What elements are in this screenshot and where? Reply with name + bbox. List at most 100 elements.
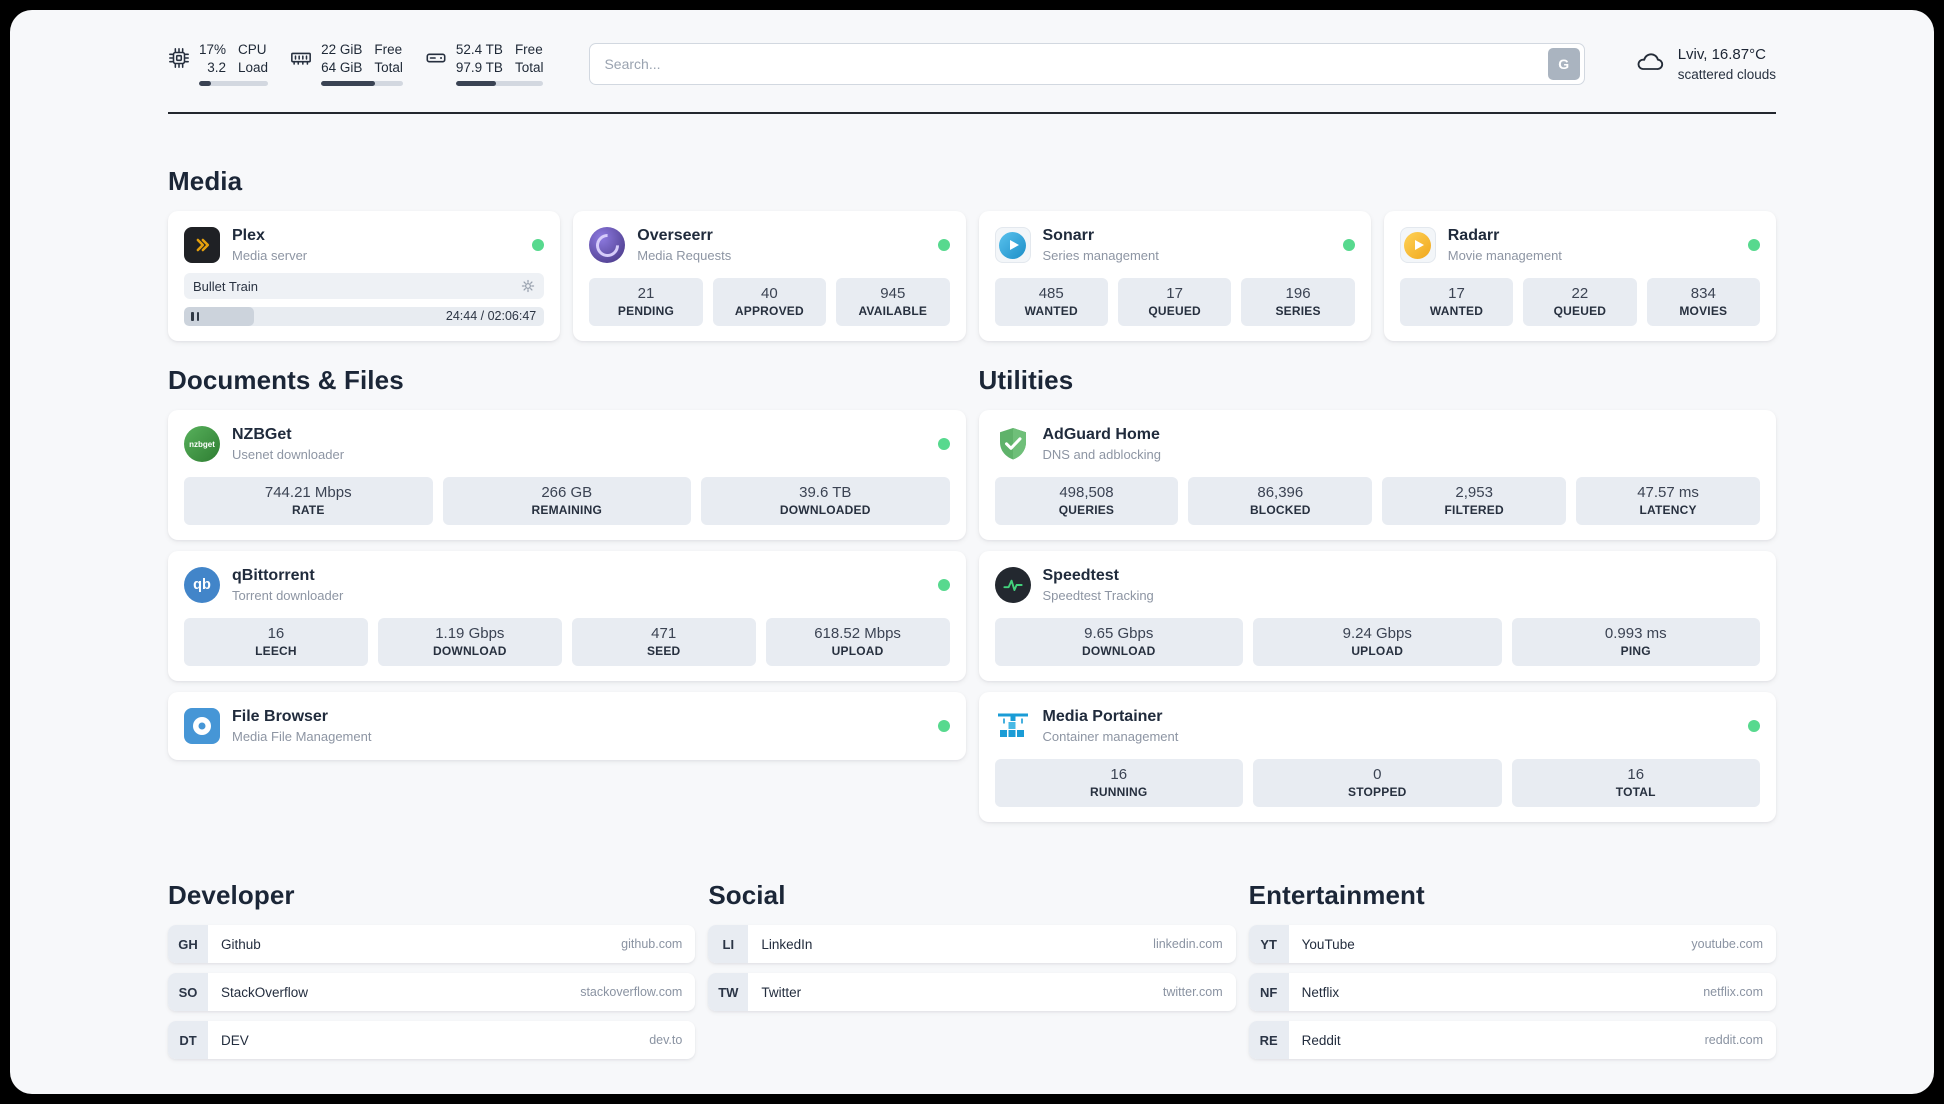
bookmark-abbr: LI [708, 925, 749, 963]
adguard-icon [995, 426, 1031, 462]
cpu-label: CPU [238, 42, 267, 57]
weather-condition: scattered clouds [1677, 67, 1776, 82]
bookmark-stackoverflow[interactable]: SO StackOverflow stackoverflow.com [168, 973, 696, 1011]
bookmark-abbr: YT [1248, 925, 1289, 963]
stat-tile: 2,953 FILTERED [1382, 477, 1567, 525]
utilities-heading: Utilities [978, 365, 1074, 395]
disk-icon [425, 47, 447, 86]
sonarr-icon [994, 227, 1031, 263]
system-monitors: 17% 3.2 CPU Load [168, 42, 544, 86]
stat-tile: 39.6 TB DOWNLOADED [701, 477, 950, 525]
disk-total-label: Total [514, 60, 544, 75]
app-card-filebrowser[interactable]: File Browser Media File Management [168, 692, 966, 760]
bookmark-github[interactable]: GH Github github.com [168, 925, 696, 963]
disk-total-value: 97.9 TB [455, 60, 503, 75]
bookmark-domain: netflix.com [1703, 985, 1763, 999]
bookmark-abbr: SO [168, 973, 208, 1011]
stat-tile: 945 AVAILABLE [836, 278, 950, 326]
topbar-divider [168, 112, 1776, 114]
app-title: File Browser [232, 708, 329, 725]
bookmark-name: Reddit [1301, 1032, 1341, 1048]
app-card-plex[interactable]: Plex Media server Bullet Train [168, 211, 561, 341]
developer-heading: Developer [168, 880, 295, 910]
entertainment-heading: Entertainment [1248, 880, 1425, 910]
ram-free-value: 22 GiB [321, 42, 363, 57]
gear-icon[interactable] [521, 279, 535, 293]
weather-location: Lviv, 16.87°C [1677, 46, 1766, 63]
section-utilities: Utilities AdGuard Home [978, 365, 1776, 822]
pause-icon [191, 312, 194, 321]
bookmark-name: StackOverflow [221, 984, 309, 1000]
app-card-nzbget[interactable]: nzbget NZBGet Usenet downloader 744.21 M… [168, 410, 966, 540]
stat-tile: 834 MOVIES [1646, 278, 1761, 326]
app-card-portainer[interactable]: Media Portainer Container management 16 … [978, 692, 1776, 822]
stat-tile: 1.19 Gbps DOWNLOAD [377, 618, 562, 666]
app-subtitle: Torrent downloader [232, 588, 344, 603]
bookmark-twitter[interactable]: TW Twitter twitter.com [708, 973, 1236, 1011]
playback-progress-bar[interactable]: 24:44 / 02:06:47 [184, 307, 545, 326]
search-bar: G [589, 43, 1585, 85]
stat-tile: 471 SEED [571, 618, 756, 666]
bookmark-name: LinkedIn [761, 936, 813, 952]
section-developer: Developer GH Github github.com SO StackO… [168, 880, 696, 1059]
app-card-overseerr[interactable]: Overseerr Media Requests 21 PENDING 40 A… [573, 211, 966, 341]
app-title: Media Portainer [1042, 708, 1163, 725]
app-subtitle: Speedtest Tracking [1042, 588, 1154, 603]
app-subtitle: Movie management [1447, 248, 1562, 263]
nzbget-icon: nzbget [184, 426, 220, 462]
playback-time: 24:44 / 02:06:47 [445, 309, 537, 323]
stat-tile: 266 GB REMAINING [442, 477, 691, 525]
disk-free-value: 52.4 TB [455, 42, 503, 57]
cpu-monitor: 17% 3.2 CPU Load [168, 42, 269, 86]
app-title: Sonarr [1042, 227, 1095, 244]
bookmark-domain: reddit.com [1704, 1033, 1763, 1047]
stat-tile: 9.65 Gbps DOWNLOAD [994, 618, 1243, 666]
app-card-speedtest[interactable]: Speedtest Speedtest Tracking 9.65 Gbps D… [978, 551, 1776, 681]
app-card-sonarr[interactable]: Sonarr Series management 485 WANTED 17 Q… [978, 211, 1371, 341]
cpu-load-label: Load [238, 60, 269, 75]
topbar: 17% 3.2 CPU Load [168, 42, 1776, 86]
bookmark-abbr: DT [168, 1021, 208, 1059]
qbittorrent-icon: qb [184, 567, 220, 603]
section-social: Social LI LinkedIn linkedin.com TW Twitt… [708, 880, 1236, 1059]
portainer-icon [995, 708, 1031, 744]
bookmark-reddit[interactable]: RE Reddit reddit.com [1248, 1021, 1776, 1059]
stat-tile: 21 PENDING [589, 278, 703, 326]
app-title: qBittorrent [232, 567, 315, 584]
cpu-load-value: 3.2 [207, 60, 227, 75]
stat-tile: 16 LEECH [184, 618, 368, 666]
bookmark-abbr: GH [168, 925, 208, 963]
search-input[interactable] [589, 43, 1585, 85]
stat-tile: 485 WANTED [994, 278, 1108, 326]
bookmark-linkedin[interactable]: LI LinkedIn linkedin.com [708, 925, 1236, 963]
app-subtitle: Container management [1042, 729, 1179, 744]
app-card-qbittorrent[interactable]: qb qBittorrent Torrent downloader 16 LEE… [168, 551, 966, 681]
ram-progress-bar [321, 81, 403, 86]
section-documents: Documents & Files nzbget NZBGet Usenet d… [168, 365, 966, 760]
bookmark-name: Netflix [1301, 984, 1340, 1000]
bookmark-abbr: TW [708, 973, 749, 1011]
ram-total-value: 64 GiB [321, 60, 363, 75]
bookmark-dev[interactable]: DT DEV dev.to [168, 1021, 696, 1059]
section-entertainment: Entertainment YT YouTube youtube.com NF … [1248, 880, 1776, 1059]
app-subtitle: Media server [232, 248, 308, 263]
disk-monitor: 52.4 TB 97.9 TB Free Total [425, 42, 544, 86]
social-heading: Social [708, 880, 786, 910]
app-title: Radarr [1447, 227, 1500, 244]
status-dot [1748, 720, 1760, 732]
documents-heading: Documents & Files [168, 365, 404, 395]
section-media: Media Plex Media server [168, 166, 1776, 341]
now-playing-bar: Bullet Train [184, 273, 545, 299]
status-dot [1342, 239, 1355, 251]
app-subtitle: DNS and adblocking [1042, 447, 1162, 462]
status-dot [937, 239, 950, 251]
app-card-radarr[interactable]: Radarr Movie management 17 WANTED 22 QUE… [1383, 211, 1776, 341]
bookmark-netflix[interactable]: NF Netflix netflix.com [1248, 973, 1776, 1011]
search-engine-button[interactable]: G [1547, 48, 1580, 80]
bookmark-name: DEV [221, 1032, 249, 1048]
stat-tile: 618.52 Mbps UPLOAD [765, 618, 950, 666]
stat-tile: 0 STOPPED [1253, 759, 1502, 807]
overseerr-icon [589, 227, 626, 263]
bookmark-youtube[interactable]: YT YouTube youtube.com [1248, 925, 1776, 963]
app-card-adguard[interactable]: AdGuard Home DNS and adblocking 498,508 … [978, 410, 1776, 540]
